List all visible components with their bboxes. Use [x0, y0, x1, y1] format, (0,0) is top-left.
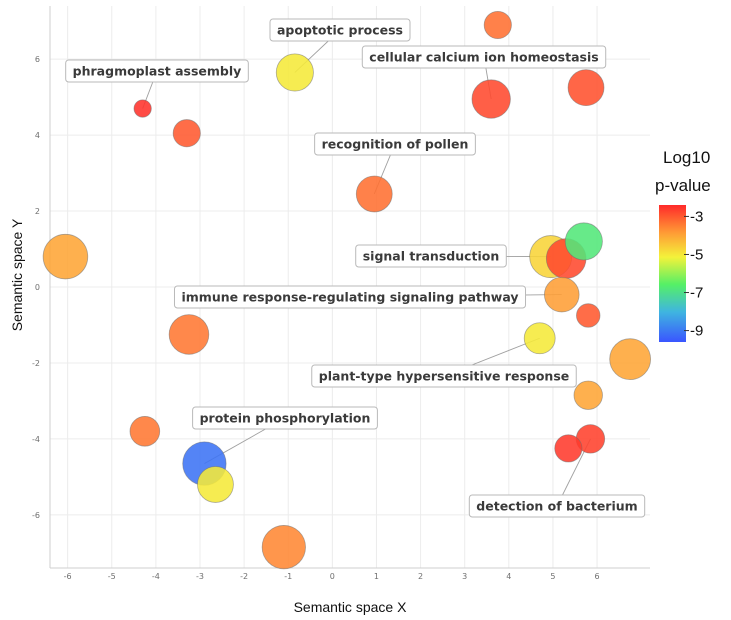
y-axis-title: Semantic space Y: [9, 218, 25, 331]
bubble-label: plant-type hypersensitive response: [311, 364, 577, 388]
y-tick-label: 2: [35, 207, 40, 216]
bubble-label-box: [192, 406, 378, 430]
bubble: [609, 338, 652, 381]
bubble-label-box: [65, 59, 249, 83]
x-axis-title: Semantic space X: [294, 599, 407, 615]
bubble-label-text: signal transduction: [363, 249, 500, 264]
bubble-label-text: detection of bacterium: [476, 499, 637, 514]
legend-tick-label: -9: [690, 323, 703, 340]
x-tick-label: 1: [374, 572, 379, 581]
y-tick-label: -6: [32, 511, 40, 520]
legend-title-line1: Log10: [663, 148, 710, 167]
legend-tick-label: -7: [690, 285, 703, 302]
bubble: [523, 322, 556, 355]
bubbles: [42, 10, 652, 570]
bubble-label: apoptotic process: [269, 18, 411, 42]
bubble-label-box: [314, 132, 476, 156]
y-tick-label: 6: [35, 55, 40, 64]
bubble: [355, 175, 393, 213]
legend-title-line2: p-value: [655, 176, 711, 195]
bubble: [261, 525, 306, 570]
bubble: [197, 466, 234, 503]
bubble-label: immune response-regulating signaling pat…: [173, 285, 527, 309]
x-tick-labels: -6 -5 -4 -3 -2 -1 0 1 2 3 4 5 6: [64, 572, 600, 581]
legend-color-bar: [659, 205, 686, 342]
bubble-label: detection of bacterium: [468, 494, 646, 518]
bubble-label: cellular calcium ion homeostasis: [361, 45, 607, 69]
y-tick-label: 4: [35, 131, 40, 140]
x-tick-label: 0: [330, 572, 335, 581]
y-tick-label: -2: [32, 359, 40, 368]
bubble: [275, 53, 314, 92]
bubble-label: phragmoplast assembly: [65, 59, 249, 83]
bubble: [483, 10, 512, 40]
bubble: [567, 69, 605, 107]
x-tick-label: -1: [284, 572, 292, 581]
x-tick-label: 6: [595, 572, 600, 581]
x-tick-label: -4: [152, 572, 160, 581]
legend-tick-label: -3: [690, 208, 703, 225]
bubble: [172, 119, 201, 148]
bubble-label-text: immune response-regulating signaling pat…: [181, 290, 518, 305]
bubble: [129, 416, 161, 447]
bubble: [576, 303, 601, 328]
bubble-label-text: protein phosphorylation: [200, 411, 371, 426]
legend: Log10 p-value -3 -5 -7 -9: [655, 148, 711, 342]
x-tick-label: 4: [506, 572, 511, 581]
bubble-labels: apoptotic process cellular calcium ion ho…: [65, 18, 646, 518]
x-tick-label: 3: [462, 572, 467, 581]
bubble-label: recognition of pollen: [314, 132, 476, 156]
x-tick-label: -5: [108, 572, 116, 581]
bubble: [133, 99, 152, 118]
y-tick-label: -4: [32, 435, 40, 444]
y-tick-label: 0: [35, 283, 40, 292]
x-tick-label: -6: [64, 572, 72, 581]
bubble-label-text: cellular calcium ion homeostasis: [369, 50, 598, 65]
y-tick-labels: -6 -4 -2 0 2 4 6: [32, 55, 40, 520]
bubble-label-box: [361, 45, 607, 69]
x-tick-label: 5: [550, 572, 555, 581]
x-tick-label: 2: [418, 572, 423, 581]
bubble: [573, 380, 603, 410]
bubble: [544, 276, 580, 313]
bubble-label-box: [468, 494, 646, 518]
bubble: [42, 233, 89, 280]
bubble: [554, 434, 583, 463]
bubble: [168, 314, 210, 355]
bubble-label: protein phosphorylation: [192, 406, 378, 430]
bubble-label: signal transduction: [355, 244, 507, 268]
bubble-label-text: plant-type hypersensitive response: [319, 369, 569, 384]
bubble: [564, 222, 603, 261]
legend-tick-label: -5: [690, 246, 703, 263]
bubble: [471, 79, 511, 119]
bubble-label-text: phragmoplast assembly: [73, 64, 242, 79]
bubble-label-text: apoptotic process: [277, 23, 403, 38]
bubble-label-box: [311, 364, 577, 388]
x-tick-label: -2: [240, 572, 248, 581]
legend-ticks: -3 -5 -7 -9: [684, 208, 703, 340]
x-tick-label: -3: [196, 572, 204, 581]
bubble-label-box: [173, 285, 527, 309]
bubble-label-box: [355, 244, 507, 268]
bubble-label-text: recognition of pollen: [322, 137, 469, 152]
bubble-label-box: [269, 18, 411, 42]
